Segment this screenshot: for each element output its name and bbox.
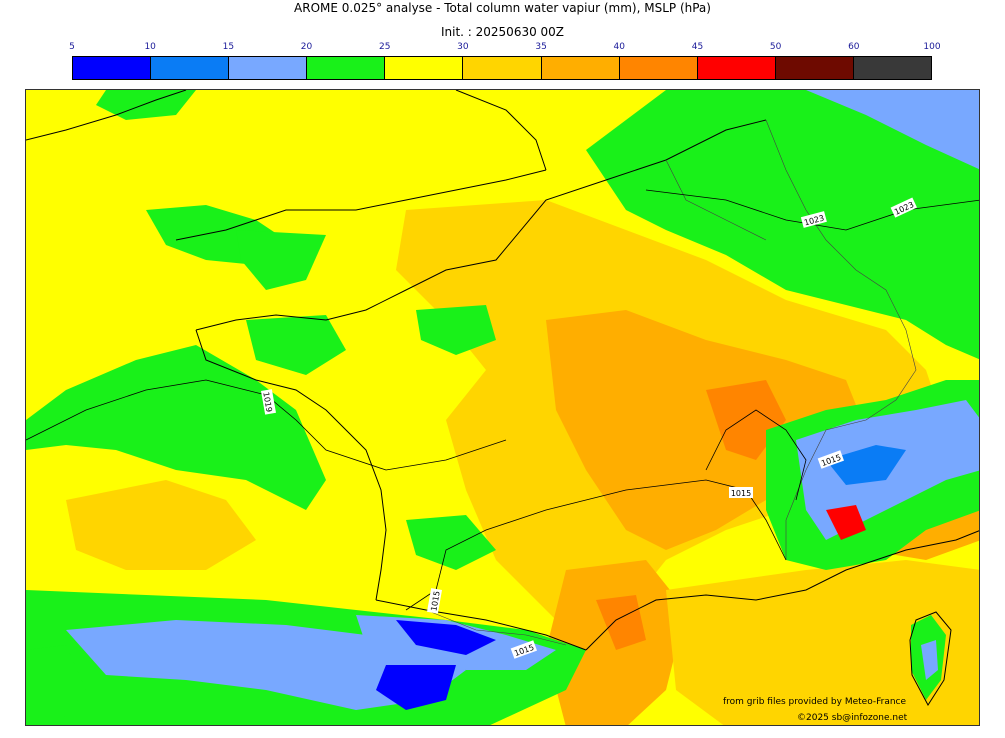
colorbar-ticks: 5 10 15 20 25 30 35 40 45 50 60 100 xyxy=(69,42,940,54)
colorbar-tick-label: 100 xyxy=(923,42,941,52)
copyright: ©2025 sb@infozone.net xyxy=(797,713,908,723)
field-green-southwest xyxy=(26,645,86,725)
colorbar xyxy=(72,56,932,80)
colorbar-segment xyxy=(151,57,230,79)
colorbar-tick-label: 15 xyxy=(222,42,235,52)
isobar-label: 1015 xyxy=(731,489,751,498)
colorbar-segment xyxy=(541,57,620,79)
field-red-alps xyxy=(826,505,866,540)
coast-england-east xyxy=(455,90,547,171)
colorbar-segment xyxy=(619,57,698,79)
coast-england-south xyxy=(175,169,547,241)
isobar-labels: 1019 1023 1023 1015 1015 1015 xyxy=(260,197,917,659)
field-blue-pyrenees xyxy=(396,620,496,655)
coast-england-west xyxy=(26,90,187,141)
border-france-east xyxy=(765,119,917,560)
colorbar-tick-label: 60 xyxy=(848,42,860,52)
colorbar-segment xyxy=(307,57,386,79)
field-green-loire xyxy=(416,305,496,355)
colorbar-segment xyxy=(775,57,854,79)
init-time: Init. : 20250630 00Z xyxy=(440,25,565,39)
field-lightblue-corsica xyxy=(921,640,938,680)
isobar-1023 xyxy=(645,189,979,231)
colorbar-segment xyxy=(697,57,776,79)
coast-corsica xyxy=(909,611,952,706)
colorbar-tick-label: 10 xyxy=(144,42,156,52)
colorbar-segment xyxy=(73,57,152,79)
weather-map: 1019 1023 1023 1015 1015 1015 xyxy=(25,89,980,726)
colorbar-tick-label: 25 xyxy=(378,42,391,52)
field-green-brittany xyxy=(246,315,346,375)
field-green-northeast xyxy=(586,90,979,360)
colorbar-tick-label: 45 xyxy=(691,42,704,52)
colorbar-tick-label: 50 xyxy=(769,42,782,52)
coast-spain-north xyxy=(375,599,587,651)
isobar-label: 1015 xyxy=(429,590,441,612)
field-blue-pyrenees-south xyxy=(376,665,456,710)
field-blue-northeast xyxy=(806,90,979,170)
border-france-spain xyxy=(425,609,567,646)
colorbar-segment xyxy=(853,57,932,79)
field-gold-bay xyxy=(66,480,256,570)
isobar-1019 xyxy=(26,379,507,471)
isobars xyxy=(26,189,979,611)
isobar-rhone xyxy=(705,409,807,501)
colorbar-tick-label: 5 xyxy=(69,42,75,52)
field-green-aquitaine xyxy=(406,515,496,570)
isobar-label: 1019 xyxy=(261,391,273,413)
field-darkorange-south xyxy=(596,595,646,650)
source-credit: from grib files provided by Meteo-France xyxy=(723,697,907,707)
coast-mediterranean xyxy=(585,530,979,651)
map-canvas: 1019 1023 1023 1015 1015 1015 xyxy=(26,90,979,725)
coast-france-west xyxy=(195,329,387,601)
colorbar-tick-label: 40 xyxy=(613,42,625,52)
border-benelux xyxy=(665,159,767,241)
colorbar-tick-label: 30 xyxy=(457,42,469,52)
colorbar-tick-label: 20 xyxy=(300,42,313,52)
field-green-atlantic xyxy=(26,345,326,510)
field-green-brittany-sea xyxy=(236,230,326,290)
field-green-north xyxy=(96,90,196,120)
colorbar-segment xyxy=(229,57,308,79)
map-title: AROME 0.025° analyse - Total column wate… xyxy=(294,1,711,15)
isobar-1015 xyxy=(405,479,787,611)
borders xyxy=(425,119,917,646)
colorbar-segment xyxy=(385,57,464,79)
colorbar-segment xyxy=(463,57,542,79)
colorbar-tick-label: 35 xyxy=(535,42,547,52)
field-blue-alps xyxy=(826,445,906,485)
field-gold-mediterranean xyxy=(666,560,979,725)
